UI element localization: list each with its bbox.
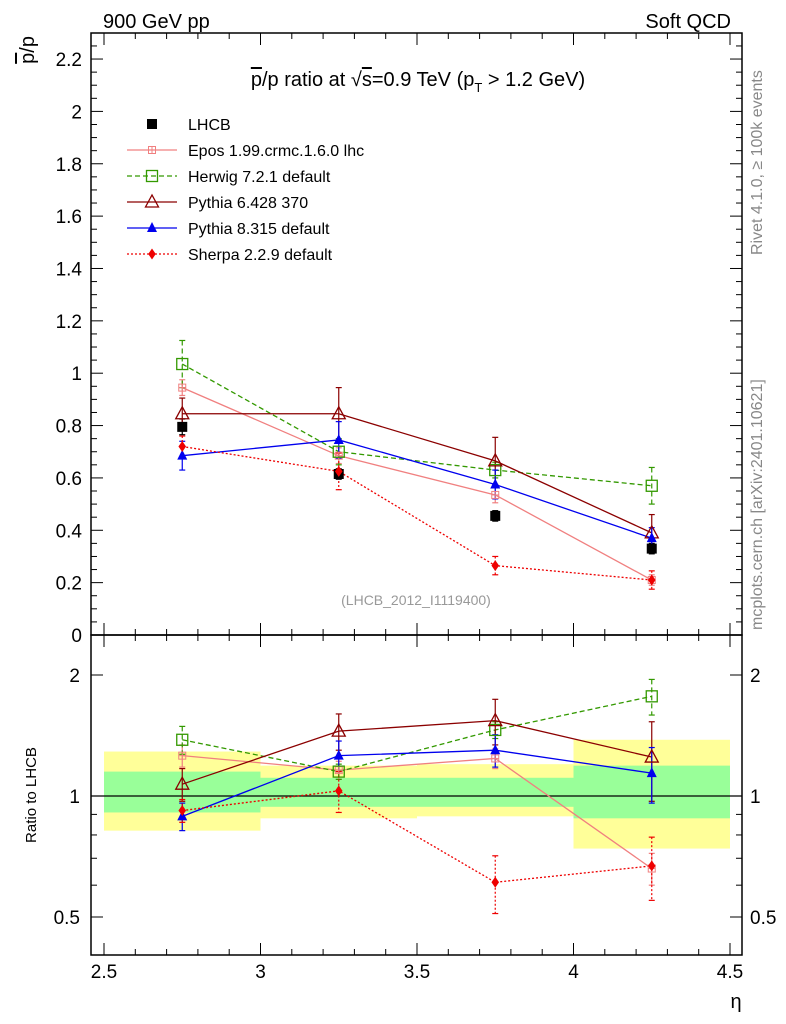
ratio-y-axis-label: Ratio to LHCB [23,747,40,843]
main-py8-point-3 [646,532,657,543]
main-sherpa-point-0 [178,441,187,453]
ratio-sherpa-line [182,790,652,883]
ratio-py8-point-3 [646,767,657,778]
main-epos-point-2 [491,490,500,499]
ratio-ytick-label-right-2: 2 [750,666,761,687]
main-py6-line [182,413,653,534]
ratio-py6-point-1 [331,722,347,737]
main-herwig-point-2 [489,463,502,477]
xtick-label-0: 2.5 [91,962,117,983]
main-epos-point-1 [334,451,343,460]
legend-label-epos: Epos 1.99.crmc.1.6.0 lhc [188,143,364,160]
ratio-epos-line [182,755,653,870]
main-lhcb-point-0 [177,421,188,432]
main-py6-point-1 [331,405,347,420]
legend-marker-epos [148,146,156,154]
ratio-py8-point-2 [490,744,501,755]
main-sherpa-point-2 [491,560,500,572]
main-ytick-label-4: 0.8 [56,417,82,438]
xtick-label-3: 4 [568,962,579,983]
main-ytick-label-9: 1.8 [56,155,82,176]
legend-label-sherpa: Sherpa 2.2.9 default [188,247,333,264]
legend-label-py8: Pythia 8.315 default [188,221,330,238]
main-py6-point-0 [174,405,190,420]
ratio-herwig-point-0 [176,733,189,746]
analysis-label: (LHCB_2012_I1119400) [341,592,491,608]
main-epos-point-0 [178,383,187,392]
ratio-sherpa-point-3 [647,860,656,872]
ratio-epos-point-2 [491,754,500,763]
mcplots-label: mcplots.cern.ch [arXiv:2401.10621] [749,379,766,630]
main-herwig-point-0 [176,357,189,371]
ratio-herwig-point-2 [489,723,502,737]
main-ytick-label-1: 0.2 [56,574,82,595]
main-sherpa-line [182,445,652,581]
ratio-ytick-label-0: 0.5 [54,908,80,929]
legend-marker-py6 [144,193,160,208]
ratio-py8-point-1 [333,749,344,760]
ratio-sherpa-point-1 [334,785,343,797]
legend-marker-lhcb [147,119,157,129]
xtick-label-4: 4.5 [717,962,743,983]
legend-label-lhcb: LHCB [188,117,231,134]
main-py6-point-2 [487,452,503,467]
ratio-sherpa-point-2 [491,876,500,888]
main-sherpa-point-3 [647,574,656,586]
ratio-epos-point-0 [178,751,187,760]
ratio-py6-line [182,719,652,785]
main-ytick-label-10: 2 [71,102,82,123]
ratio-ytick-label-1: 1 [69,787,80,808]
main-sherpa-point-1 [334,465,343,477]
ratio-ytick-label-right-0: 0.5 [750,908,776,929]
xtick-label-1: 3 [255,962,266,983]
legend-marker-herwig [145,169,159,183]
main-herwig-line [181,363,652,487]
header-left-label: 900 GeV pp [103,11,210,33]
main-py8-point-2 [490,478,501,489]
main-ytick-label-3: 0.6 [56,469,82,490]
ratio-ytick-label-2: 2 [69,666,80,687]
main-herwig-point-1 [332,445,345,458]
main-herwig-point-3 [645,479,658,492]
main-ytick-label-0: 0 [71,626,82,647]
legend-marker-sherpa [148,248,156,260]
header-right-label: Soft QCD [645,11,731,33]
legend-label-py6: Pythia 6.428 370 [188,195,308,212]
legend-marker-py8 [147,222,157,232]
main-title: p/p ratio at √s=0.9 TeV (pT > 1.2 GeV) [251,69,585,95]
xtick-label-2: 3.5 [404,962,430,983]
ratio-herwig-point-3 [645,690,658,703]
ratio-ytick-label-right-1: 1 [750,787,761,808]
main-ytick-label-8: 1.6 [56,207,82,228]
ratio-py6-point-2 [487,712,503,727]
legend-label-herwig: Herwig 7.2.1 default [188,169,331,186]
main-py8-line [182,439,652,539]
ratio-band-inner-2 [417,777,574,807]
main-ytick-label-11: 2.2 [56,50,82,71]
main-lhcb-point-2 [490,510,501,521]
main-epos-line [181,387,653,581]
main-lhcb-point-3 [646,543,657,554]
main-ytick-label-6: 1.2 [56,312,82,333]
main-ytick-label-7: 1.4 [56,259,83,280]
rivet-label: Rivet 4.1.0, ≥ 100k events [749,70,766,255]
ratio-py6-point-3 [644,748,660,763]
main-py8-point-1 [333,433,344,444]
legend: LHCB Epos 1.99.crmc.1.6.0 lhc Herwig 7.2.1… [127,117,364,264]
main-y-axis-label: p/p [17,36,39,64]
main-ytick-label-5: 1 [71,364,82,385]
x-axis-label: η [730,991,741,1013]
ratio-herwig-point-1 [332,765,345,778]
ratio-herwig-line [182,695,652,773]
ratio-py6-point-0 [174,775,190,790]
main-py8-point-0 [177,449,188,460]
main-ytick-label-2: 0.4 [56,521,83,542]
ratio-sherpa-point-0 [178,805,187,817]
ratio-py8-line [182,749,652,817]
